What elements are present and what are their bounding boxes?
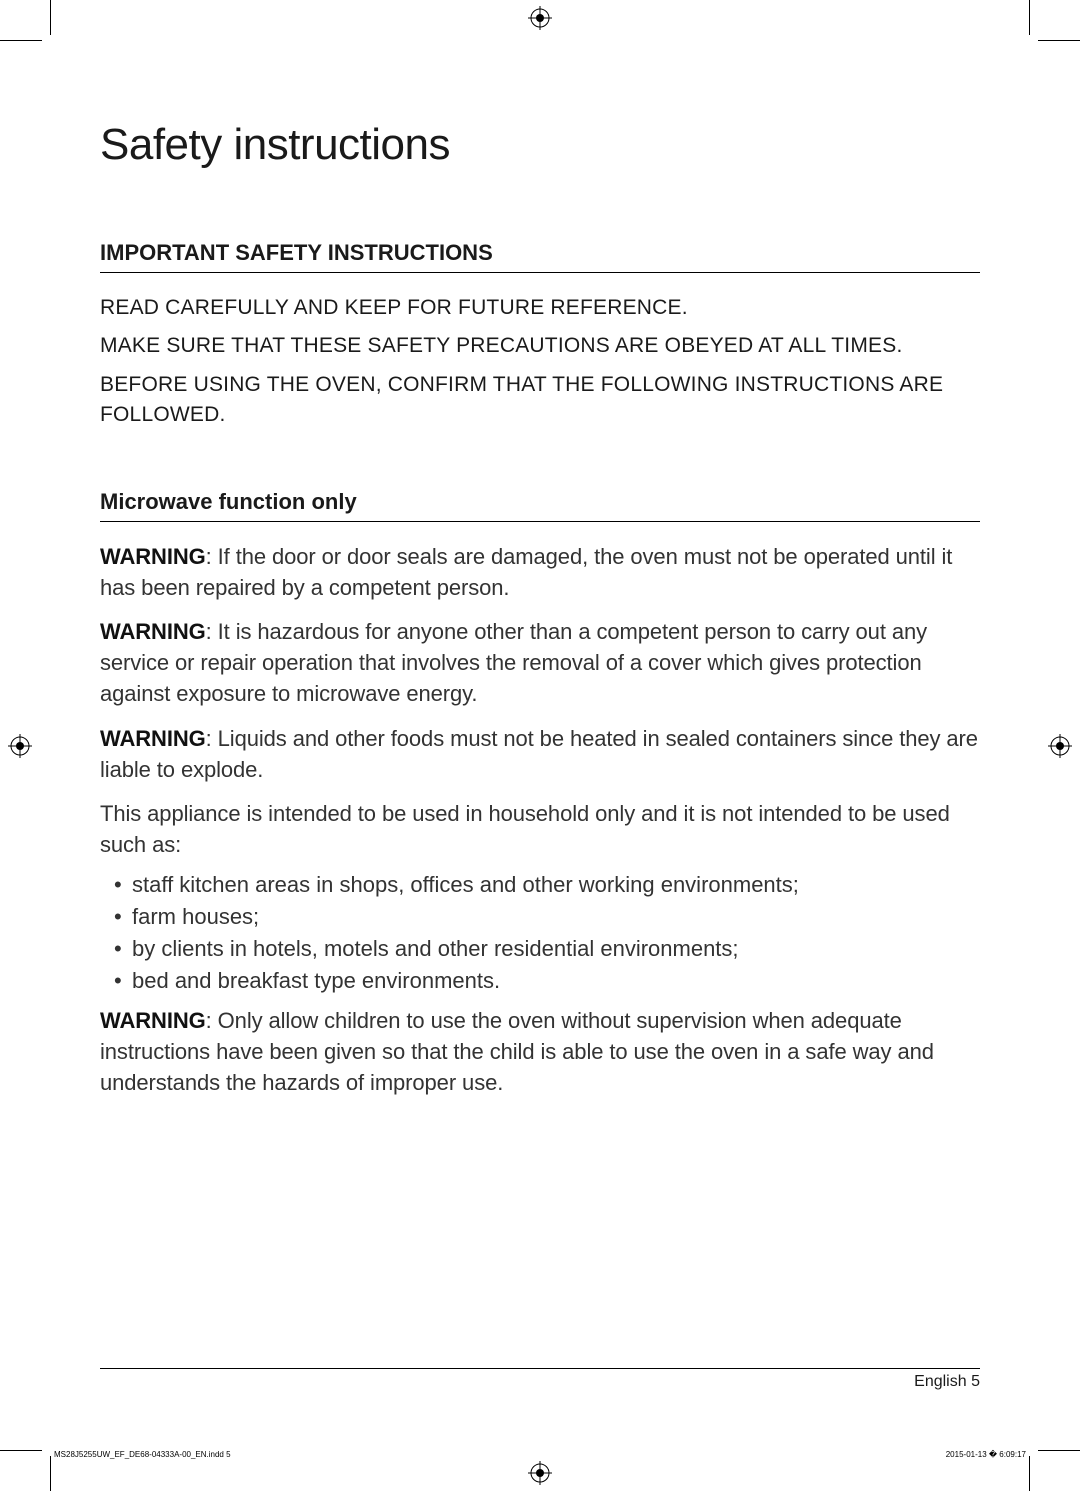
crop-mark: [0, 1450, 42, 1451]
intro-line: MAKE SURE THAT THESE SAFETY PRECAUTIONS …: [100, 331, 980, 361]
body-block: WARNING: If the door or door seals are d…: [100, 542, 980, 1099]
registration-mark-icon: [1048, 734, 1072, 758]
warning-label: WARNING: [100, 544, 206, 569]
crop-mark: [50, 0, 51, 35]
registration-mark-icon: [528, 6, 552, 30]
crop-mark: [0, 40, 42, 41]
warning-paragraph: WARNING: Only allow children to use the …: [100, 1006, 980, 1098]
body-paragraph: This appliance is intended to be used in…: [100, 799, 980, 861]
warning-text: : Only allow children to use the oven wi…: [100, 1008, 934, 1095]
crop-mark: [1038, 1450, 1080, 1451]
warning-text: : Liquids and other foods must not be he…: [100, 726, 978, 782]
imprint-filename: MS28J5255UW_EF_DE68-04333A-00_EN.indd 5: [54, 1450, 231, 1459]
list-item: bed and breakfast type environments.: [132, 965, 980, 997]
intro-block: READ CAREFULLY AND KEEP FOR FUTURE REFER…: [100, 293, 980, 431]
bullet-list: staff kitchen areas in shops, offices an…: [100, 869, 980, 997]
crop-mark: [1029, 1456, 1030, 1491]
crop-mark: [1038, 40, 1080, 41]
page-title: Safety instructions: [100, 120, 980, 170]
list-item: farm houses;: [132, 901, 980, 933]
warning-paragraph: WARNING: It is hazardous for anyone othe…: [100, 617, 980, 709]
crop-mark: [50, 1456, 51, 1491]
warning-paragraph: WARNING: Liquids and other foods must no…: [100, 724, 980, 786]
warning-label: WARNING: [100, 619, 206, 644]
warning-paragraph: WARNING: If the door or door seals are d…: [100, 542, 980, 604]
intro-line: READ CAREFULLY AND KEEP FOR FUTURE REFER…: [100, 293, 980, 323]
registration-mark-icon: [528, 1461, 552, 1485]
warning-label: WARNING: [100, 1008, 206, 1033]
intro-line: BEFORE USING THE OVEN, CONFIRM THAT THE …: [100, 370, 980, 431]
footer-page-number: 5: [971, 1373, 980, 1390]
warning-text: : It is hazardous for anyone other than …: [100, 619, 927, 706]
section-heading: IMPORTANT SAFETY INSTRUCTIONS: [100, 240, 980, 273]
list-item: by clients in hotels, motels and other r…: [132, 933, 980, 965]
crop-mark: [1029, 0, 1030, 35]
page-content: Safety instructions IMPORTANT SAFETY INS…: [100, 120, 980, 1113]
warning-label: WARNING: [100, 726, 206, 751]
registration-mark-icon: [8, 734, 32, 758]
warning-text: : If the door or door seals are damaged,…: [100, 544, 952, 600]
list-item: staff kitchen areas in shops, offices an…: [132, 869, 980, 901]
footer-language: English: [914, 1373, 966, 1390]
page-footer: English 5: [100, 1368, 980, 1391]
subsection-heading: Microwave function only: [100, 489, 980, 522]
imprint-timestamp: 2015-01-13 � 6:09:17: [946, 1450, 1026, 1459]
